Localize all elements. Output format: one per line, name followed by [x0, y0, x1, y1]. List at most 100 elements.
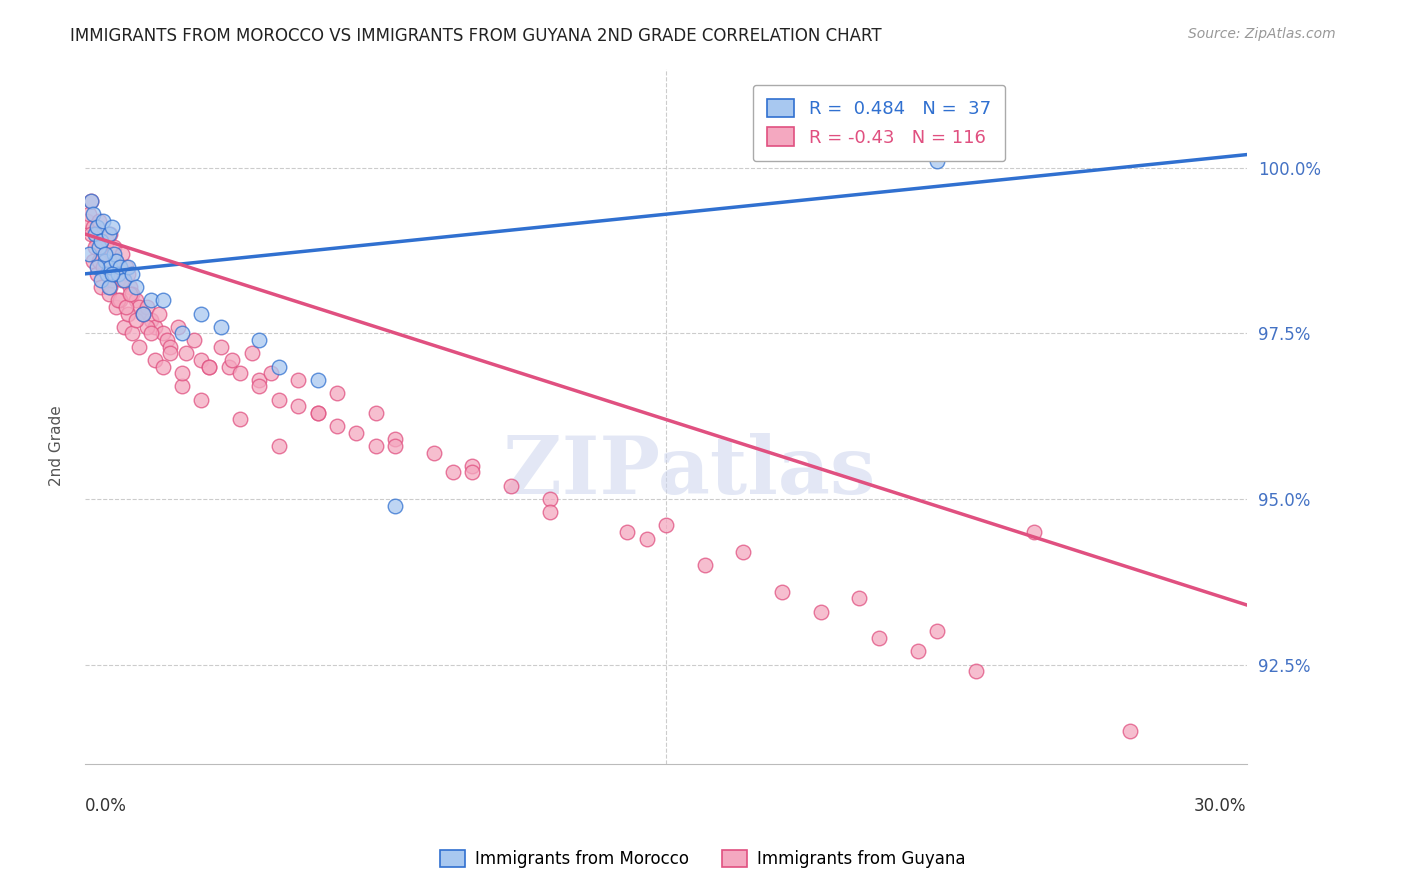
Point [115, 260, 138, 275]
Point [97, 227, 120, 241]
Point [501, 479, 523, 493]
Point [441, 466, 464, 480]
Point [96, 234, 118, 248]
Legend: Immigrants from Morocco, Immigrants from Guyana: Immigrants from Morocco, Immigrants from… [433, 843, 973, 875]
Point [307, 373, 329, 387]
Point [111, 273, 134, 287]
Point [112, 273, 135, 287]
Text: ZIPatlas: ZIPatlas [503, 433, 876, 511]
Point [87, 214, 110, 228]
Point [868, 631, 890, 645]
Point [616, 524, 638, 539]
Point [209, 340, 232, 354]
Point [115, 300, 138, 314]
Point [90, 280, 112, 294]
Point [1119, 723, 1142, 738]
Point [124, 280, 146, 294]
Point [326, 386, 349, 401]
Point [925, 624, 948, 639]
Point [240, 346, 263, 360]
Point [249, 373, 271, 387]
Point [170, 326, 193, 341]
Point [364, 406, 387, 420]
Point [86, 267, 108, 281]
Point [965, 664, 987, 678]
Point [100, 280, 122, 294]
Point [77, 207, 100, 221]
Point [136, 300, 159, 314]
Point [107, 293, 129, 308]
Point [103, 240, 125, 254]
Point [124, 313, 146, 327]
Point [198, 359, 221, 374]
Point [108, 260, 131, 275]
Point [91, 240, 114, 254]
Point [91, 260, 114, 275]
Point [105, 253, 128, 268]
Point [108, 267, 131, 281]
Point [128, 300, 150, 314]
Point [209, 319, 232, 334]
Point [103, 267, 125, 281]
Point [105, 253, 128, 268]
Point [100, 260, 122, 275]
Point [364, 439, 387, 453]
Point [1022, 524, 1045, 539]
Point [190, 392, 212, 407]
Point [101, 220, 124, 235]
Point [170, 366, 193, 380]
Point [422, 445, 444, 459]
Point [93, 247, 115, 261]
Point [101, 247, 124, 261]
Point [733, 545, 755, 559]
Point [267, 359, 290, 374]
Point [538, 491, 561, 506]
Point [118, 286, 141, 301]
Point [152, 359, 174, 374]
Point [139, 293, 162, 308]
Point [103, 247, 125, 261]
Point [80, 194, 103, 208]
Point [84, 227, 107, 241]
Point [155, 333, 177, 347]
Point [170, 379, 193, 393]
Point [82, 207, 104, 221]
Point [121, 286, 143, 301]
Point [93, 260, 115, 275]
Point [249, 333, 271, 347]
Point [97, 286, 120, 301]
Point [101, 273, 124, 287]
Point [218, 359, 240, 374]
Point [221, 352, 243, 367]
Point [82, 253, 104, 268]
Point [636, 532, 658, 546]
Text: 0.0%: 0.0% [86, 797, 127, 815]
Point [384, 439, 406, 453]
Point [132, 307, 155, 321]
Point [97, 280, 120, 294]
Point [128, 340, 150, 354]
Point [907, 644, 929, 658]
Point [307, 406, 329, 420]
Point [229, 366, 252, 380]
Point [112, 273, 135, 287]
Point [121, 267, 143, 281]
Point [152, 326, 174, 341]
Point [249, 379, 271, 393]
Point [118, 280, 141, 294]
Point [183, 333, 205, 347]
Point [100, 227, 122, 241]
Point [770, 584, 793, 599]
Point [287, 373, 309, 387]
Point [111, 247, 134, 261]
Point [326, 419, 349, 434]
Point [117, 260, 139, 275]
Point [80, 227, 103, 241]
Point [198, 359, 221, 374]
Text: 2nd Grade: 2nd Grade [49, 406, 63, 486]
Point [93, 253, 115, 268]
Point [152, 293, 174, 308]
Point [96, 267, 118, 281]
Point [101, 267, 124, 281]
Point [84, 227, 107, 241]
